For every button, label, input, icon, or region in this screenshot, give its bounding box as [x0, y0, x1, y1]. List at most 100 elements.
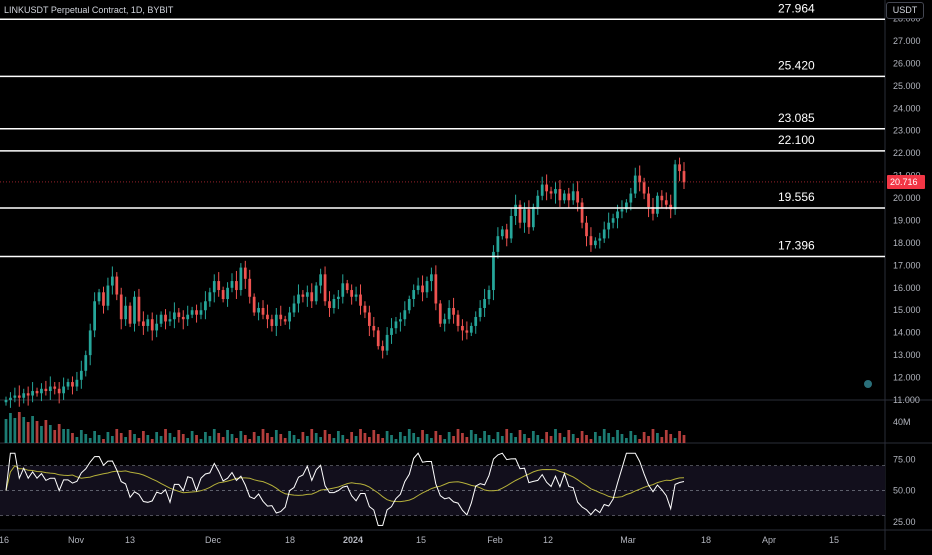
candle-body — [217, 281, 221, 291]
volume-bar — [580, 431, 584, 443]
level-layer[interactable]: 27.964 25.420 23.085 22.100 19.556 17.396 — [0, 1, 885, 258]
volume-bar — [461, 433, 464, 443]
candle-body — [518, 204, 522, 223]
price-tick-label: 17.000 — [893, 260, 921, 270]
volume-bar — [35, 421, 39, 443]
candle-body — [124, 305, 128, 320]
level-label: 27.964 — [778, 1, 815, 15]
volume-bar — [305, 436, 309, 443]
volume-bar — [678, 431, 681, 443]
level-label: 17.396 — [778, 238, 815, 252]
candle-layer — [4, 157, 686, 408]
price-tick-label: 19.000 — [893, 215, 921, 225]
volume-bar — [585, 435, 588, 443]
candle-body — [283, 319, 287, 322]
candle-body — [288, 312, 291, 322]
volume-bar — [75, 437, 79, 443]
volume-bar — [323, 430, 327, 443]
volume-bar — [562, 437, 566, 443]
candle-body — [71, 382, 74, 387]
candle-body — [310, 292, 314, 302]
volume-bar — [84, 434, 88, 443]
volume-bar — [492, 439, 495, 443]
candle-body — [274, 314, 278, 326]
time-tick-label: 16 — [0, 535, 9, 545]
price-tick-label: 26.000 — [893, 58, 921, 68]
volume-bar — [483, 431, 486, 443]
candle-body — [257, 307, 260, 313]
volume-bar — [607, 433, 611, 443]
volume-bar — [328, 434, 331, 443]
candle-body — [381, 346, 385, 351]
currency-button[interactable]: USDT — [886, 2, 924, 19]
price-tick-label: 18.000 — [893, 238, 921, 248]
volume-bar — [252, 432, 256, 443]
volume-bar — [124, 437, 128, 443]
volume-bar — [310, 429, 314, 443]
volume-bar — [682, 435, 686, 443]
tradingview-logo-icon[interactable] — [864, 380, 872, 388]
volume-bar — [558, 433, 562, 443]
candle-body — [536, 195, 540, 207]
candle-body — [540, 184, 544, 196]
candle-body — [133, 296, 136, 324]
candle-body — [438, 303, 442, 324]
rsi-layer — [0, 452, 885, 527]
candle-body — [212, 281, 216, 293]
volume-bar — [199, 439, 203, 443]
candle-body — [195, 310, 198, 315]
volume-bar — [40, 426, 43, 443]
volume-bar — [629, 431, 633, 443]
volume-bar — [283, 438, 287, 443]
volume-bar — [115, 429, 119, 443]
volume-bar — [155, 432, 159, 443]
candle-body — [155, 323, 159, 331]
candle-body — [372, 325, 376, 331]
candle-body — [252, 296, 256, 313]
volume-bar — [487, 435, 491, 443]
volume-bar — [540, 439, 544, 443]
volume-bar — [88, 438, 92, 443]
candle-body — [128, 305, 132, 324]
candle-body — [319, 274, 323, 286]
volume-bar — [266, 433, 269, 443]
candle-body — [443, 319, 447, 324]
volume-bar — [545, 432, 549, 443]
candle-body — [585, 222, 588, 237]
volume-bar — [79, 430, 83, 443]
volume-bar — [257, 436, 260, 443]
candle-body — [110, 276, 114, 286]
level-label: 19.556 — [778, 190, 815, 204]
volume-bar — [647, 436, 650, 443]
volume-bar — [102, 439, 105, 443]
volume-bar — [261, 429, 265, 443]
price-tick-label: 16.000 — [893, 283, 921, 293]
volume-bar — [527, 438, 531, 443]
axis-layer[interactable]: 28.00027.00026.00025.00024.00023.00022.0… — [0, 13, 925, 545]
candle-body — [567, 193, 571, 201]
candle-body — [66, 382, 70, 387]
price-tick-label: 23.000 — [893, 126, 921, 136]
candle-body — [93, 301, 97, 331]
candle-body — [664, 200, 668, 205]
candle-body — [545, 184, 549, 192]
volume-bar — [26, 422, 30, 443]
candle-body — [221, 290, 225, 300]
current-price-label: 20.716 — [890, 177, 918, 187]
volume-bar — [571, 434, 575, 443]
volume-bar — [288, 431, 291, 443]
candle-body — [483, 299, 486, 308]
volume-bar — [66, 429, 70, 443]
candle-body — [44, 388, 48, 392]
volume-bar — [4, 419, 8, 443]
volume-bar — [381, 438, 385, 443]
candle-body — [576, 191, 580, 203]
volume-bar — [110, 436, 114, 443]
volume-bar — [642, 432, 646, 443]
volume-bar — [425, 434, 429, 443]
candle-body — [376, 330, 380, 347]
symbol-title[interactable]: LINKUSDT Perpetual Contract, 1D, BYBIT — [4, 5, 174, 15]
candle-body — [119, 294, 123, 320]
